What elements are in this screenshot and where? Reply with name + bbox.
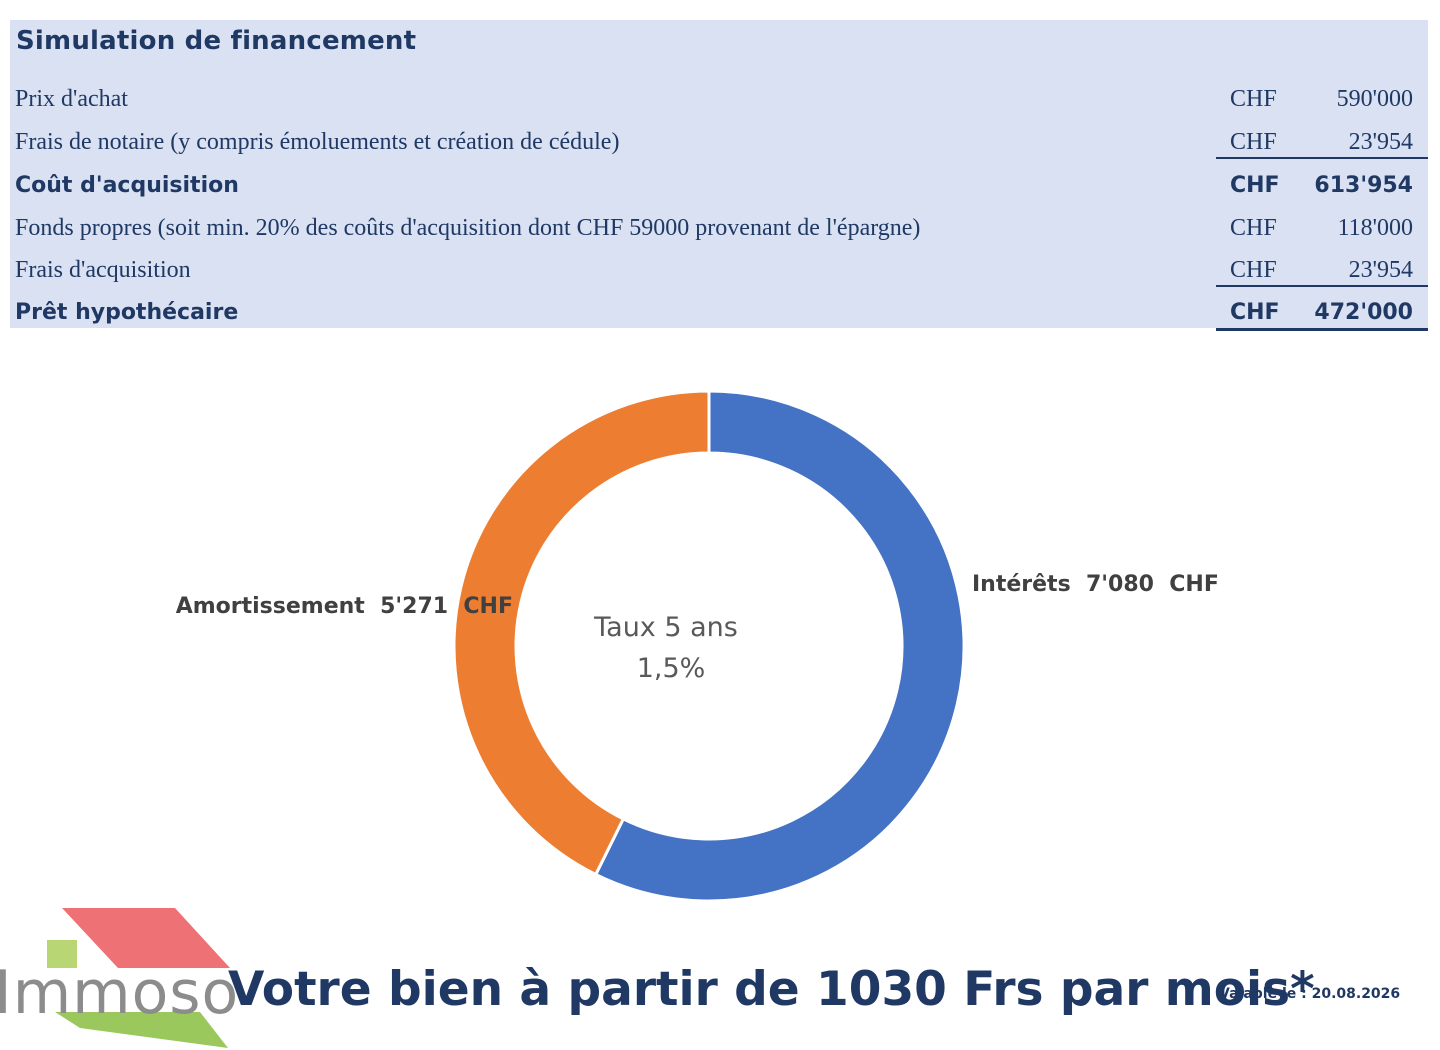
- row-currency: CHF: [1230, 86, 1277, 112]
- validity-date: Valable le : 20.08.2026: [1219, 986, 1401, 1002]
- total-rule: [1216, 328, 1428, 331]
- row-mortgage-loan: Prêt hypothécaire CHF 472'000: [0, 300, 1440, 340]
- row-label: Prix d'achat: [15, 86, 128, 112]
- row-label: Fonds propres (soit min. 20% des coûts d…: [15, 215, 921, 241]
- subtotal-rule: [1216, 285, 1428, 287]
- center-text-line-2: 1,5%: [637, 653, 706, 684]
- row-currency: CHF: [1230, 173, 1280, 198]
- row-acquisition-cost: Coût d'acquisition CHF 613'954: [0, 173, 1440, 213]
- logo-graphic: [47, 908, 230, 1048]
- slice-int-r-ts: [593, 389, 966, 900]
- slice-amortissement: [452, 389, 711, 877]
- subtotal-rule: [1216, 157, 1428, 159]
- row-label: Frais de notaire (y compris émoluements …: [15, 129, 620, 155]
- row-acquisition-fees: Frais d'acquisition CHF 23'954: [0, 257, 1440, 297]
- row-currency: CHF: [1230, 300, 1280, 325]
- row-amount: 23'954: [1348, 257, 1413, 283]
- row-amount: 472'000: [1314, 300, 1413, 325]
- donut-chart: Intérêts 7'080 CHF Amortissement 5'271 CH…: [176, 389, 1219, 900]
- row-purchase-price: Prix d'achat CHF 590'000: [0, 86, 1440, 126]
- row-amount: 590'000: [1336, 86, 1413, 112]
- logo-text: Immoso: [0, 958, 240, 1028]
- data-label-amortissement: Amortissement 5'271 CHF: [176, 594, 513, 619]
- logo-roof-shape: [62, 908, 230, 968]
- tagline: Votre bien à partir de 1030 Frs par mois…: [228, 962, 1315, 1017]
- row-currency: CHF: [1230, 215, 1277, 241]
- data-label-int-r-ts: Intérêts 7'080 CHF: [972, 572, 1219, 597]
- row-label: Frais d'acquisition: [15, 257, 191, 283]
- row-label: Coût d'acquisition: [15, 173, 239, 198]
- panel-title: Simulation de financement: [16, 26, 417, 56]
- center-text-line-1: Taux 5 ans: [593, 612, 738, 643]
- logo-base-shape: [55, 1012, 228, 1048]
- financing-panel: [10, 20, 1428, 328]
- row-amount: 613'954: [1314, 173, 1413, 198]
- row-amount: 118'000: [1337, 215, 1413, 241]
- row-label: Prêt hypothécaire: [15, 300, 239, 325]
- row-amount: 23'954: [1348, 129, 1413, 155]
- row-currency: CHF: [1230, 129, 1277, 155]
- logo-square-shape: [47, 940, 77, 968]
- row-equity: Fonds propres (soit min. 20% des coûts d…: [0, 215, 1440, 255]
- row-notary-fees: Frais de notaire (y compris émoluements …: [0, 129, 1440, 169]
- row-currency: CHF: [1230, 257, 1277, 283]
